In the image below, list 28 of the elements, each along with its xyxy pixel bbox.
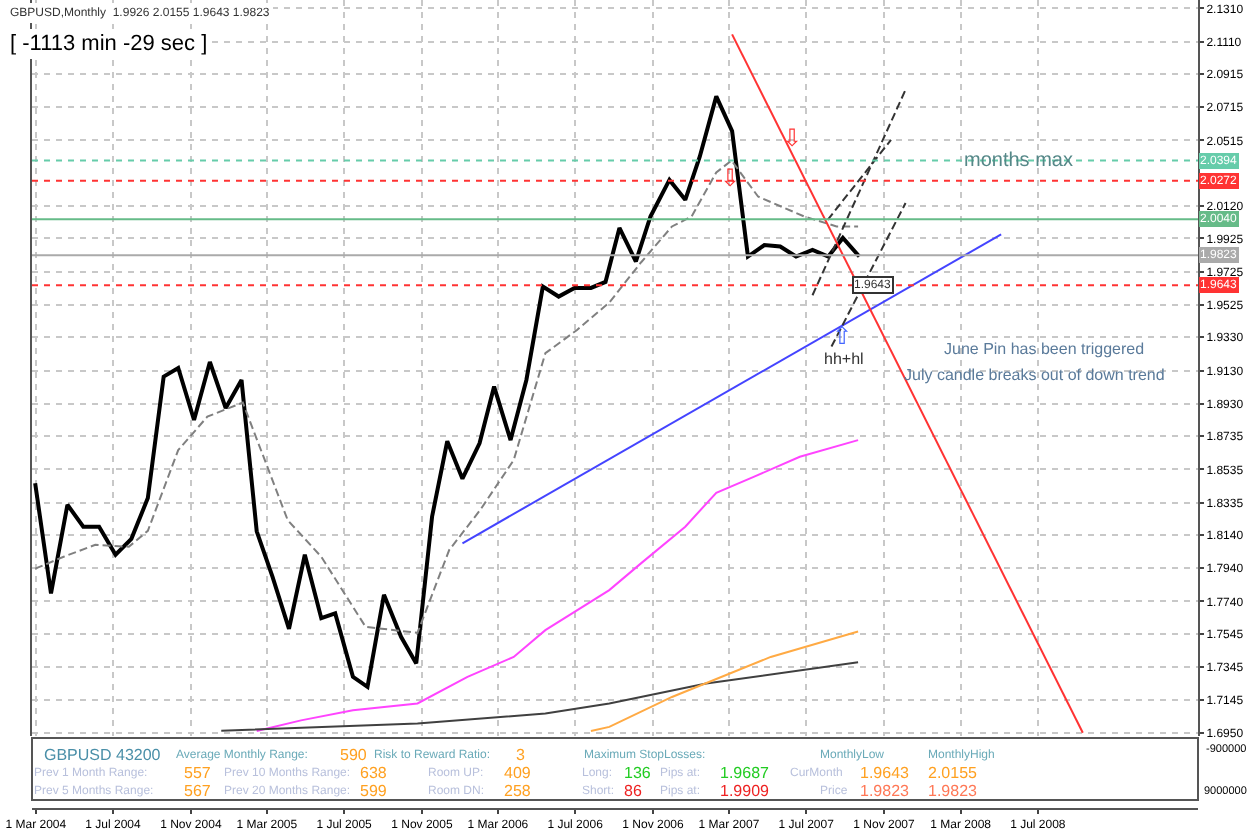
text: 3 (516, 746, 526, 764)
line-series (255, 439, 860, 733)
annotation: ⇩ (720, 164, 740, 192)
text: 557 (184, 764, 212, 782)
text: 86 (624, 782, 643, 800)
annotation: ⇩ (782, 124, 802, 152)
line-series (589, 630, 860, 733)
text: 258 (504, 782, 532, 800)
text: 599 (360, 782, 388, 800)
text: 409 (504, 764, 532, 782)
annotation: July candle breaks out of down trend (904, 366, 1165, 384)
annotation: hh+hl (824, 350, 865, 368)
text: 1.9643 (860, 764, 911, 782)
text: 136 (624, 764, 652, 782)
text: 567 (184, 782, 212, 800)
text: 2.0155 (928, 764, 979, 782)
text: [ -1113 min -29 sec ] (10, 32, 208, 56)
text: 638 (360, 764, 388, 782)
text: 1.9909 (720, 782, 771, 800)
text: 590 (340, 746, 368, 764)
annotation: ⇧ (832, 322, 852, 350)
text: 1.9687 (720, 764, 771, 782)
text: GBPUSD 43200 (44, 746, 162, 764)
line-series (220, 661, 860, 732)
text: 1.9823 (860, 782, 911, 800)
annotation: months max (964, 150, 1073, 172)
text: 1.9823 (928, 782, 979, 800)
annotation: June Pin has been triggered (944, 340, 1145, 358)
